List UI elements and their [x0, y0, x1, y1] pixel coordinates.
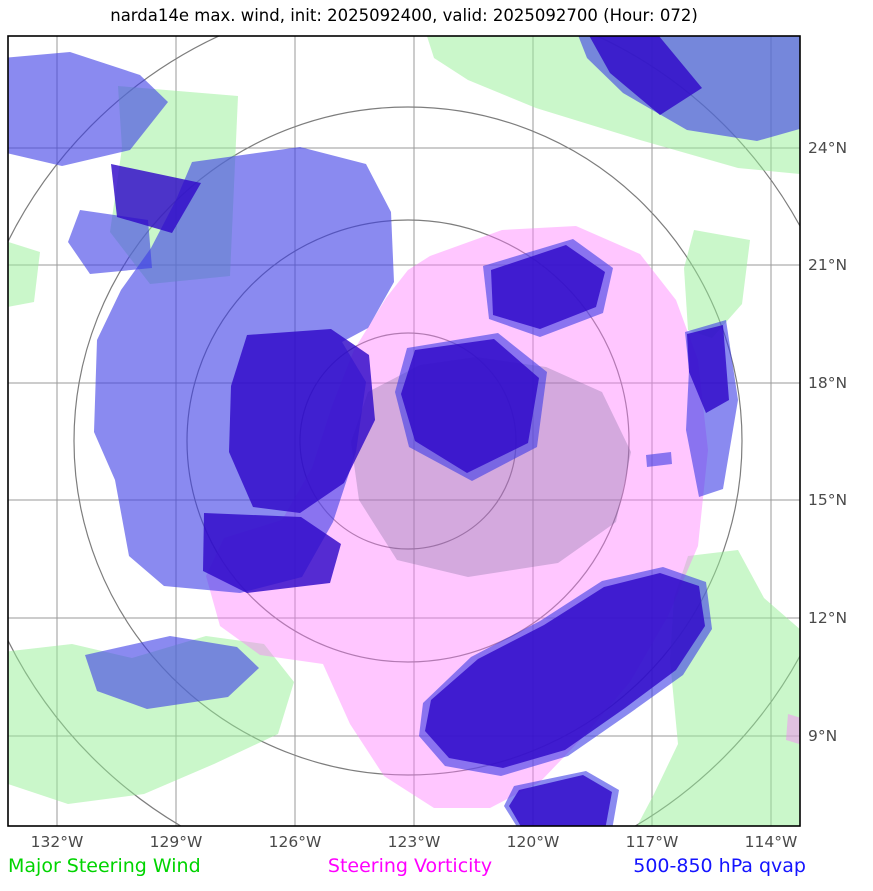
x-tick-label: 126°W	[268, 833, 322, 851]
x-tick-label: 123°W	[387, 833, 441, 851]
legend-major-steering-wind: Major Steering Wind	[8, 855, 201, 877]
y-tick-label: 12°N	[808, 609, 848, 627]
x-tick-label: 132°W	[30, 833, 84, 851]
y-tick-label: 18°N	[808, 374, 848, 392]
map-layers	[8, 36, 800, 826]
x-tick-label: 117°W	[625, 833, 679, 851]
qvap-dark-bottom-center	[509, 775, 612, 826]
qvap-blue-top-left-corner	[8, 52, 168, 166]
qvap-dark-left-upper	[111, 164, 201, 233]
y-tick-label: 21°N	[808, 256, 848, 274]
qvap-dark-bottom-right	[425, 573, 705, 768]
y-tick-label: 24°N	[808, 139, 848, 157]
y-tick-label: 9°N	[808, 727, 838, 745]
qvap-blue-left-small	[68, 210, 152, 274]
qvap-dark-right-strip	[687, 325, 729, 413]
qvap-blue-right-dash	[646, 452, 672, 467]
wind-green-right-upper	[684, 230, 750, 338]
qvap-dark-central	[229, 329, 375, 513]
qvap-dark-top-right-tip	[589, 36, 702, 115]
chart-title: narda14e max. wind, init: 2025092400, va…	[110, 6, 698, 25]
x-tick-label: 129°W	[149, 833, 203, 851]
y-tick-label: 15°N	[808, 491, 848, 509]
legend-steering-vorticity: Steering Vorticity	[327, 855, 493, 877]
x-tick-label: 120°W	[506, 833, 560, 851]
qvap-dark-central-lower	[203, 513, 341, 593]
qvap-dark-center	[401, 339, 539, 473]
x-tick-label: 114°W	[744, 833, 798, 851]
vorticity-magenta-right-edge-dot	[786, 714, 800, 745]
wind-green-left-sliver	[8, 241, 40, 307]
qvap-dark-upper-center	[491, 245, 605, 329]
range-ring	[73, 106, 743, 776]
plot-border	[7, 35, 801, 827]
legend-500-850-hpa-qvap: 500-850 hPa qvap	[633, 855, 806, 877]
qvap-blue-bottom-left	[85, 636, 259, 709]
